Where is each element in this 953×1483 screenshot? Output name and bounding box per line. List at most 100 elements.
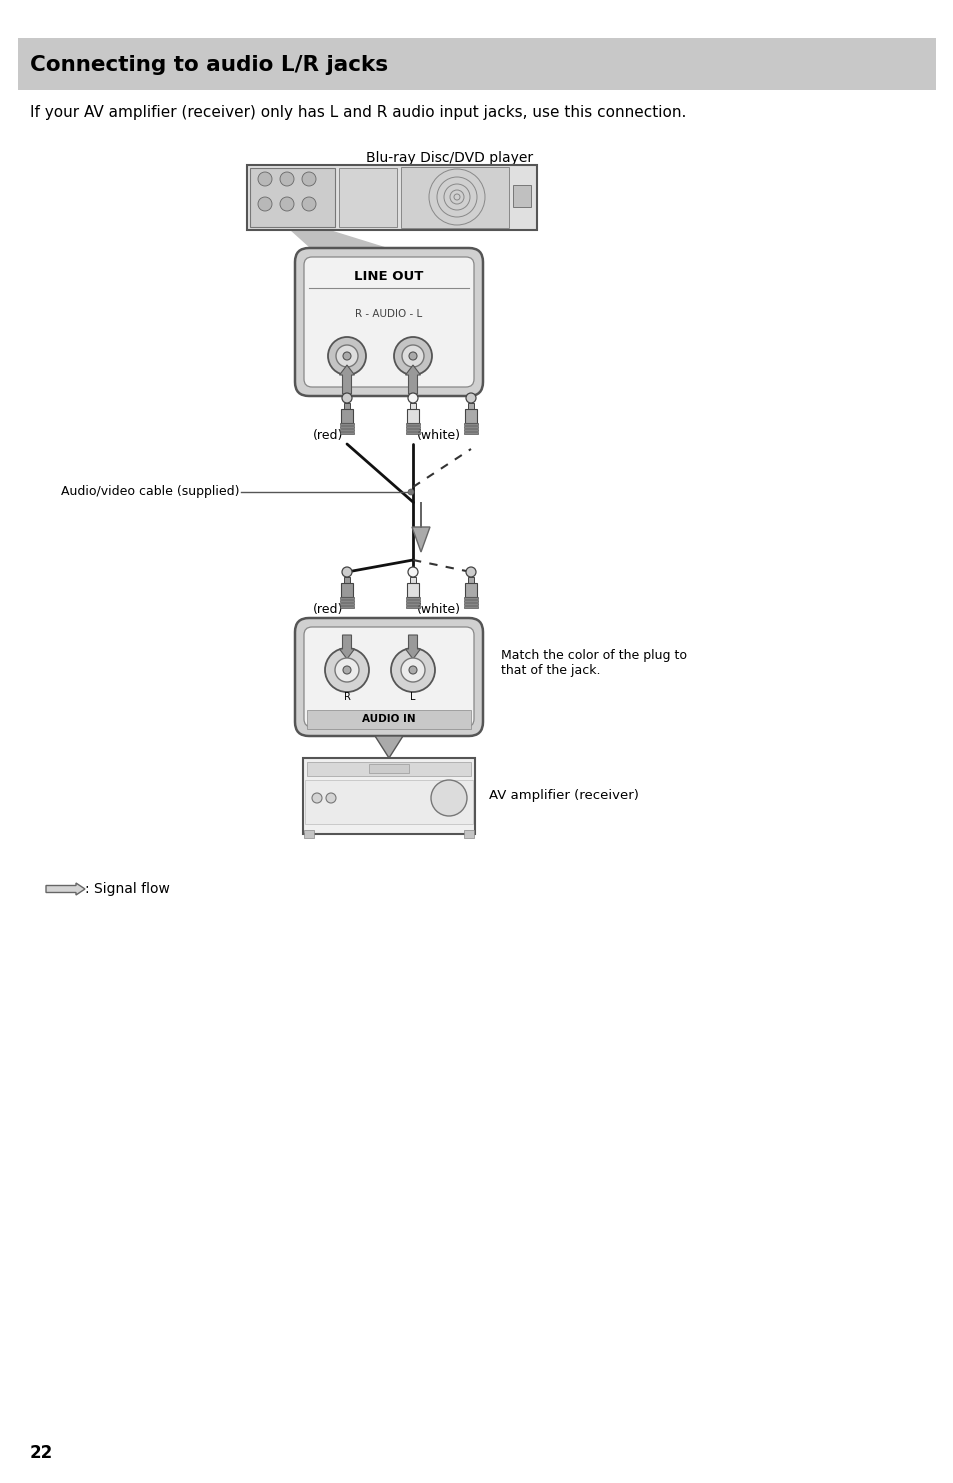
Polygon shape [290,230,388,248]
Circle shape [409,351,416,360]
Bar [406,607,419,608]
Polygon shape [375,736,402,758]
Text: (white): (white) [416,604,460,617]
Bar [463,432,477,435]
Circle shape [302,172,315,185]
Text: Match the color of the plug to
that of the jack.: Match the color of the plug to that of t… [500,650,686,678]
Circle shape [326,793,335,802]
Circle shape [343,351,351,360]
Circle shape [335,658,358,682]
Bar [339,604,354,605]
Bar [406,598,419,599]
Bar [463,830,474,838]
Circle shape [465,393,476,403]
Bar [369,764,409,773]
FancyBboxPatch shape [294,248,482,396]
Bar [406,423,419,426]
FancyArrow shape [405,635,420,658]
Circle shape [408,567,417,577]
Text: If your AV amplifier (receiver) only has L and R audio input jacks, use this con: If your AV amplifier (receiver) only has… [30,104,685,120]
Bar [463,429,477,432]
Bar [468,577,474,583]
Bar [463,426,477,429]
Text: Audio/video cable (supplied): Audio/video cable (supplied) [61,485,240,498]
Circle shape [302,197,315,211]
Circle shape [401,346,423,366]
Text: Blu-ray Disc/DVD player: Blu-ray Disc/DVD player [366,151,533,165]
Circle shape [431,780,467,816]
Bar [410,577,416,583]
Bar [247,165,537,230]
Bar [18,39,935,90]
Bar [410,403,416,409]
Bar [464,583,476,598]
Circle shape [335,346,357,366]
FancyArrow shape [405,365,420,394]
Bar [407,583,418,598]
Text: Connecting to audio L/R jacks: Connecting to audio L/R jacks [30,55,388,76]
Circle shape [343,666,351,673]
Text: AUDIO IN: AUDIO IN [362,715,416,725]
Circle shape [328,337,366,375]
Bar [407,409,418,423]
Circle shape [409,666,416,673]
Text: L: L [410,693,416,701]
Bar [463,601,477,602]
Bar [250,168,335,227]
Circle shape [280,172,294,185]
Bar [344,577,350,583]
Bar [464,409,476,423]
Bar [344,403,350,409]
Text: (red): (red) [313,604,343,617]
Bar [307,710,471,730]
Text: (white): (white) [416,430,460,442]
Bar [339,598,354,599]
FancyBboxPatch shape [304,627,474,727]
Text: AV amplifier (receiver): AV amplifier (receiver) [489,789,639,802]
Circle shape [280,197,294,211]
FancyArrow shape [412,503,430,552]
Bar [513,185,531,208]
Bar [340,409,353,423]
Circle shape [341,393,352,403]
Bar [406,604,419,605]
FancyBboxPatch shape [304,257,474,387]
Text: R - AUDIO - L: R - AUDIO - L [355,308,422,319]
Bar [463,607,477,608]
Circle shape [391,648,435,693]
Bar [463,604,477,605]
Bar [339,432,354,435]
Text: (red): (red) [313,430,343,442]
Circle shape [257,197,272,211]
Circle shape [400,658,424,682]
Circle shape [408,393,417,403]
Text: 22: 22 [30,1444,53,1462]
FancyArrow shape [339,365,355,394]
Bar [406,426,419,429]
Bar [339,429,354,432]
Bar [340,583,353,598]
Text: : Signal flow: : Signal flow [85,882,170,896]
Bar [468,403,474,409]
FancyBboxPatch shape [294,618,482,736]
Text: R: R [343,693,350,701]
Circle shape [394,337,432,375]
Circle shape [257,172,272,185]
Bar [339,423,354,426]
Circle shape [312,793,322,802]
Circle shape [408,489,414,495]
Text: LINE OUT: LINE OUT [354,270,423,283]
Bar [307,762,471,776]
Bar [463,423,477,426]
Bar [406,601,419,602]
Bar [305,780,473,825]
Circle shape [465,567,476,577]
Bar [463,598,477,599]
Bar [304,830,314,838]
Bar [339,607,354,608]
Bar [338,168,396,227]
Circle shape [325,648,369,693]
FancyArrow shape [339,635,355,658]
Bar [339,601,354,602]
Bar [406,429,419,432]
